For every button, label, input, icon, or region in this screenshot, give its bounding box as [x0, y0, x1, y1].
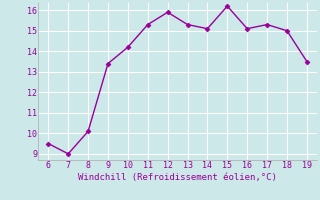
- X-axis label: Windchill (Refroidissement éolien,°C): Windchill (Refroidissement éolien,°C): [78, 173, 277, 182]
